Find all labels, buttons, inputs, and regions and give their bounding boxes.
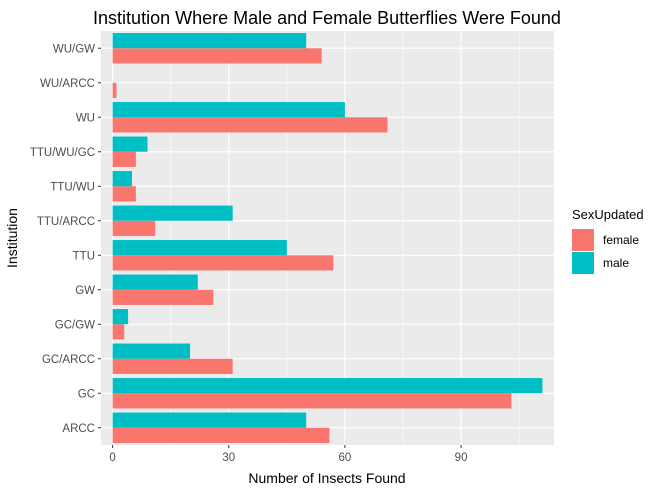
- bar-female-gw: [112, 289, 214, 305]
- bars: [112, 33, 543, 443]
- bar-female-wu-gw: [112, 48, 322, 64]
- y-tick-label: WU: [76, 112, 95, 124]
- bar-female-arcc: [112, 427, 330, 443]
- legend: SexUpdated female male: [572, 207, 644, 274]
- bar-female-ttu: [112, 255, 334, 271]
- bar-male-gc-gw: [112, 309, 129, 325]
- y-tick-label: WU/ARCC: [40, 78, 95, 90]
- chart-title: Institution Where Male and Female Butter…: [93, 8, 561, 28]
- y-tick-label: GC/GW: [55, 319, 95, 331]
- bar-male-ttu-wu-gc: [112, 136, 148, 152]
- y-axis-title: Institution: [4, 208, 20, 268]
- x-axis-title: Number of Insects Found: [248, 470, 405, 486]
- x-tick-label: 60: [339, 452, 352, 464]
- bar-male-gw: [112, 274, 198, 290]
- bar-male-gc-arcc: [112, 343, 191, 359]
- y-tick-label: WU/GW: [53, 43, 95, 55]
- bar-male-gc: [112, 378, 543, 394]
- y-tick-label: TTU/WU: [50, 181, 95, 193]
- bar-female-ttu-wu: [112, 186, 136, 202]
- bar-female-ttu-arcc: [112, 220, 156, 236]
- x-axis: 0 30 60 90: [109, 445, 467, 464]
- x-tick-label: 0: [109, 452, 115, 464]
- bar-male-wu-gw: [112, 33, 307, 49]
- y-tick-label: GW: [75, 285, 95, 297]
- bar-male-ttu: [112, 240, 287, 256]
- y-axis: ARCC GC GC/ARCC GC/GW GW TTU TTU/ARCC TTU/WU TTU…: [30, 43, 101, 435]
- bar-female-gc: [112, 393, 512, 409]
- bar-female-wu: [112, 117, 388, 133]
- y-tick-label: GC/ARCC: [42, 354, 95, 366]
- bar-male-wu: [112, 102, 345, 118]
- y-tick-label: TTU/ARCC: [37, 216, 95, 228]
- legend-key-male: [572, 252, 594, 274]
- y-tick-label: GC: [78, 388, 95, 400]
- y-tick-label: ARCC: [62, 423, 95, 435]
- x-tick-label: 30: [222, 452, 235, 464]
- legend-label-male: male: [603, 256, 629, 270]
- bar-female-ttu-wu-gc: [112, 151, 136, 167]
- y-tick-label: TTU: [73, 250, 95, 262]
- plot-panel: [101, 31, 554, 445]
- bar-female-gc-arcc: [112, 358, 233, 374]
- y-tick-label: TTU/WU/GC: [30, 147, 95, 159]
- legend-title: SexUpdated: [572, 207, 644, 222]
- x-tick-label: 90: [455, 452, 468, 464]
- legend-key-female: [572, 229, 594, 251]
- bar-male-ttu-wu: [112, 171, 132, 187]
- legend-label-female: female: [603, 233, 639, 247]
- bar-male-ttu-arcc: [112, 205, 233, 221]
- bar-female-gc-gw: [112, 324, 125, 340]
- bar-male-arcc: [112, 412, 307, 428]
- bar-female-wu-arcc: [112, 82, 117, 98]
